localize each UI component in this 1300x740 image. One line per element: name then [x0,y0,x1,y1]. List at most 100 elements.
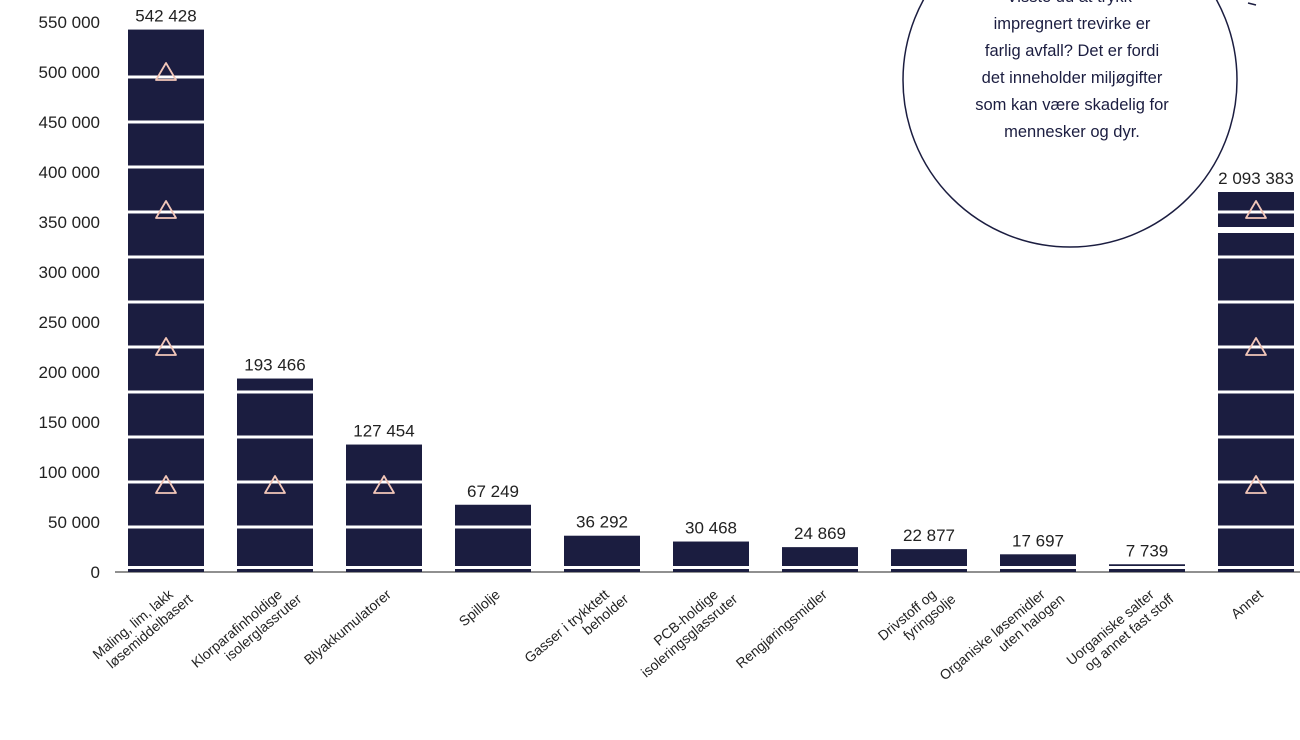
data-label: 36 292 [576,513,628,532]
data-label: 67 249 [467,482,519,501]
bar-band [346,566,422,569]
bar-band [1218,566,1294,569]
bar-group: 67 249 Spillolje [455,482,531,629]
y-tick-label: 100 000 [39,463,100,482]
y-tick-label: 150 000 [39,413,100,432]
category-label: PCB-holdigeisoleringsglassruter [627,578,740,680]
bar-band [237,566,313,569]
bar-group: 36 292 Gasser i trykktettbeholder [521,513,640,666]
y-tick-label: 350 000 [39,213,100,232]
category-label: Spillolje [456,586,503,629]
bar-group: 2 093 383 Annet [1216,169,1296,622]
bar-band [1218,210,1294,214]
bar-group: 7 739 Uorganiske salterog annet fast stof… [1063,541,1185,680]
data-label: 22 877 [903,526,955,545]
callout-text-line: Visste du at trykk- [1007,0,1138,6]
y-tick-label: 400 000 [39,163,100,182]
category-label-line: Blyakkumulatorer [301,586,394,668]
bar-band [1109,566,1185,569]
hazard-triangle-icon [1245,200,1267,219]
hazard-triangle-icon [1245,475,1267,494]
bar-band [891,566,967,569]
bar-band [1218,480,1294,484]
category-label: Organiske løsemidleruten halogen [936,578,1067,695]
callout-text-line: som kan være skadelig for [975,96,1169,114]
bar-band [1218,345,1294,349]
y-tick-label: 50 000 [48,513,100,532]
bar [455,504,531,572]
hazard-triangle-icon [155,62,177,81]
bar-band [128,390,204,394]
category-label: Klorparafinholdigeisolerglassruter [188,578,304,683]
callout-text-line: mennesker og dyr. [1004,123,1140,141]
y-tick-label: 0 [91,563,100,582]
bar-band [237,435,313,439]
callout-text-line: impregnert trevirke er [994,15,1151,33]
bar [1218,192,1294,572]
bar-band [128,566,204,569]
bar-band [128,120,204,124]
y-tick-label: 250 000 [39,313,100,332]
bar-band [128,165,204,169]
y-tick-label: 500 000 [39,63,100,82]
hazard-triangle-icon [373,475,395,494]
bar-group: 127 454 Blyakkumulatorer [301,422,422,668]
bar-group: 30 468 PCB-holdigeisoleringsglassruter [627,519,749,680]
bar-band [1218,525,1294,529]
y-tick-label: 300 000 [39,263,100,282]
bar-band [128,255,204,259]
category-label-line: Annet [1228,586,1266,622]
category-label: Uorganiske salterog annet fast stoff [1063,578,1176,680]
bar-band [128,210,204,214]
bar-band [128,345,204,349]
bar-band [128,300,204,304]
bar-band [128,75,204,79]
callout-circle [902,0,1238,248]
bar [346,444,422,572]
data-label: 17 697 [1012,531,1064,550]
bar-band [346,480,422,484]
bar-band [1218,435,1294,439]
bar-band [237,525,313,529]
y-tick-label: 450 000 [39,113,100,132]
bar-band [1000,566,1076,569]
y-tick-label: 200 000 [39,363,100,382]
bar-band [564,566,640,569]
info-callout: Visste du at trykk-impregnert trevirke e… [902,0,1257,248]
bar-band [237,390,313,394]
bar-band [1218,300,1294,304]
category-label-line: Rengjøringsmidler [733,586,831,671]
callout-text-line: det inneholder miljøgifter [982,69,1163,87]
bar-band [128,435,204,439]
bar-band [1218,255,1294,259]
category-label: Drivstoff ogfyringsolje [875,578,959,656]
data-label: 24 869 [794,524,846,543]
bar [564,535,640,572]
category-label-line: Spillolje [456,586,503,629]
y-tick-label: 550 000 [39,13,100,32]
hazard-triangle-icon [155,200,177,219]
data-label: 193 466 [244,356,305,375]
axis-break-gap [1216,227,1296,233]
bar-group: 22 877 Drivstoff ogfyringsolje [875,526,967,656]
hazard-triangle-icon [155,337,177,356]
callout-pointer [1247,2,1257,6]
category-label: Annet [1228,586,1266,622]
bar-band [237,480,313,484]
bar-band [455,525,531,529]
bar-group: 24 869 Rengjøringsmidler [733,524,858,671]
category-label: Blyakkumulatorer [301,586,394,668]
bar-group: 193 466 Klorparafinholdigeisolerglassrute… [188,356,313,683]
hazard-triangle-icon [1245,337,1267,356]
bar-band [346,525,422,529]
bar-band [128,480,204,484]
bar-band [128,525,204,529]
category-label: Rengjøringsmidler [733,586,831,671]
hazard-triangle-icon [155,475,177,494]
hazard-triangle-icon [264,475,286,494]
callout-text-line: farlig avfall? Det er fordi [985,42,1159,60]
data-label: 30 468 [685,519,737,538]
bar-band [782,566,858,569]
category-label: Maling, lim, lakkløsemiddelbasert [89,578,195,674]
